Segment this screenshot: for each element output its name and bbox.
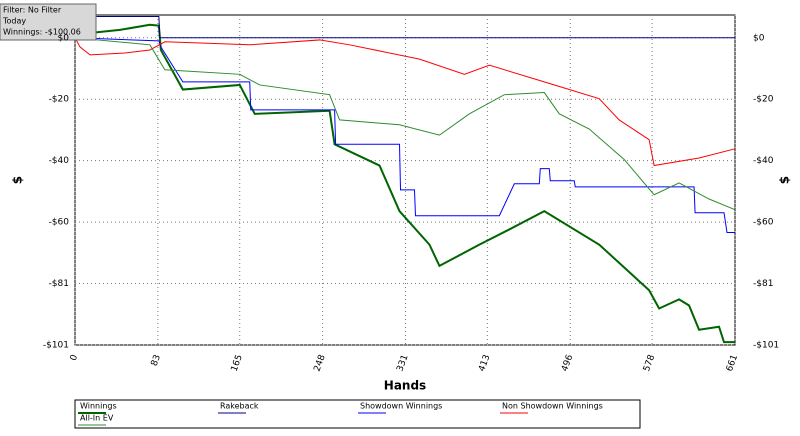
legend-label: Winnings (80, 402, 117, 411)
legend-label: Non Showdown Winnings (502, 402, 603, 411)
series-line (74, 23, 735, 344)
x-tick-label: 331 (395, 353, 410, 373)
x-tick-label: 661 (725, 353, 740, 373)
legend-label: All-In EV (80, 414, 114, 423)
series-line (74, 37, 736, 167)
y-tick-label: -$60 (49, 218, 70, 228)
filter-text: Filter: No Filter (3, 6, 62, 15)
x-tick-label: 578 (642, 353, 657, 373)
series-line (74, 37, 735, 233)
x-tick-label: 496 (560, 353, 575, 373)
legend-label: Showdown Winnings (360, 402, 442, 411)
y-tick-label: -$81 (49, 279, 69, 289)
y2-axis-label: $ (778, 176, 792, 184)
filter-text: Today (2, 17, 26, 26)
x-axis-label: Hands (384, 379, 426, 393)
y2-tick-label: -$20 (753, 95, 774, 105)
y-tick-label: $0 (58, 33, 70, 43)
x-tick-label: 83 (150, 353, 163, 367)
y-tick-label: -$20 (49, 95, 70, 105)
filter-text: Winnings: -$100.06 (3, 28, 81, 37)
y2-tick-label: -$40 (753, 156, 774, 166)
x-tick-label: 165 (230, 353, 245, 373)
filter-box (0, 3, 97, 41)
y-axis-label: $ (11, 176, 25, 184)
series-line (74, 37, 736, 211)
y2-tick-label: -$101 (753, 341, 779, 351)
x-tick-label: 248 (313, 353, 328, 373)
legend-label: Rakeback (220, 402, 259, 411)
y-tick-label: -$101 (43, 341, 69, 351)
y2-tick-label: -$81 (753, 279, 773, 289)
legend (74, 399, 641, 429)
y2-tick-label: $0 (753, 33, 765, 43)
y-tick-label: -$40 (49, 156, 70, 166)
x-tick-label: 413 (477, 353, 492, 373)
x-tick-label: 0 (69, 353, 80, 362)
y2-tick-label: -$60 (753, 218, 774, 228)
